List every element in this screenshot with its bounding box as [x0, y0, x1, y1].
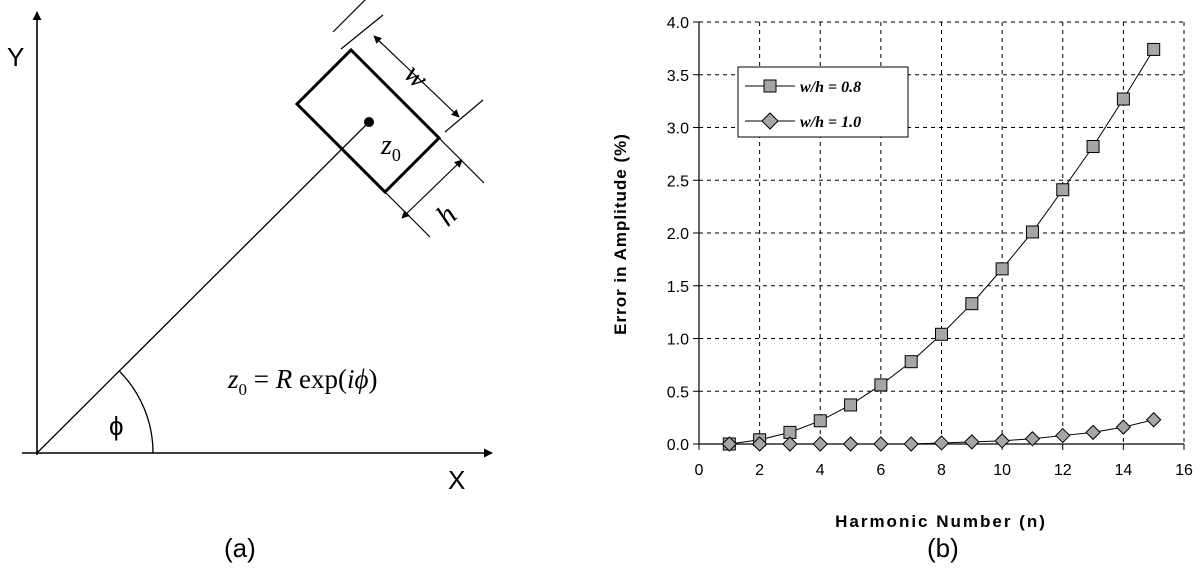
angle-phi-label: ϕ: [109, 411, 124, 441]
panel-b: 0.0 0.5 1.0 1.5 2.0 2.5 3.0 3.5 4.0 0 2 4 6 8 10 12 14 1…: [611, 15, 1193, 563]
data-point-diamond: [751, 436, 768, 452]
data-point-square: [1086, 139, 1100, 153]
equation-phi: ϕ: [355, 364, 369, 394]
x-tick-labels: 0 2 4 6 8 10 12 14 16: [695, 462, 1193, 479]
data-point-diamond: [842, 436, 859, 452]
series-2: [721, 412, 1162, 452]
legend: w/h = 0.8 w/h = 1.0: [737, 66, 909, 138]
x-axis-title: Harmonic Number (n): [835, 512, 1047, 531]
axis-x-label: X: [448, 465, 465, 495]
radius-line: [36, 121, 370, 454]
width-extension-1: [332, 0, 366, 33]
data-point-diamond: [994, 433, 1010, 449]
x-tick-label: 14: [1114, 462, 1132, 479]
chart-series: [721, 42, 1162, 452]
x-tick-label: 6: [876, 462, 885, 479]
data-point-diamond: [1115, 419, 1132, 435]
data-point-square: [844, 398, 858, 412]
equation-close: ): [368, 364, 377, 394]
width-dimension-arrow: [373, 35, 460, 118]
equation-exp: exp(: [292, 364, 347, 394]
data-point-diamond: [782, 436, 798, 452]
data-point-diamond: [933, 435, 950, 451]
legend-label-1: w/h = 0.8: [800, 79, 861, 96]
data-point-square: [1056, 183, 1070, 197]
data-point-square: [965, 297, 979, 311]
panel-b-label: (b): [927, 533, 959, 563]
data-point-diamond: [1024, 431, 1041, 447]
y-tick-label: 1.5: [667, 279, 689, 296]
y-tick-labels: 0.0 0.5 1.0 1.5 2.0 2.5 3.0 3.5 4.0: [667, 15, 689, 454]
y-tick-label: 0.5: [667, 384, 689, 401]
x-tick-label: 10: [993, 462, 1011, 479]
width-extension-top: [340, 14, 384, 50]
data-point-square: [1147, 42, 1161, 56]
point-z0-subscript: 0: [392, 145, 401, 165]
data-point-square: [995, 262, 1009, 276]
angle-arc: [119, 370, 154, 454]
equation-z: z: [227, 364, 239, 394]
legend-marker-2: [761, 112, 779, 130]
y-tick-label: 3.5: [667, 68, 689, 85]
point-z0-label: z0: [380, 130, 401, 165]
width-extension-bottom: [444, 99, 484, 133]
panel-a: Y X ϕ z0 w h z0 = R exp(iϕ) (a): [7, 0, 493, 563]
y-tick-label: 4.0: [667, 15, 689, 32]
y-tick-label: 0.0: [667, 437, 689, 454]
equation-R: R: [275, 364, 293, 394]
data-point-square: [1025, 225, 1039, 239]
y-axis-title: Error in Amplitude (%): [611, 133, 630, 335]
data-point-diamond: [964, 434, 980, 450]
equation-i: i: [347, 364, 355, 394]
data-point-diamond: [873, 436, 889, 452]
data-point-diamond: [903, 436, 919, 452]
data-point-diamond: [1055, 427, 1071, 444]
height-extension-bottom: [384, 191, 431, 238]
x-tick-label: 4: [816, 462, 825, 479]
height-label: h: [430, 198, 464, 232]
equation: z0 = R exp(iϕ): [227, 364, 377, 399]
data-point-diamond: [721, 436, 738, 452]
axis-y-label: Y: [7, 42, 24, 72]
data-point-square: [1116, 92, 1130, 106]
data-point-square: [813, 414, 827, 428]
equation-equals: =: [247, 364, 276, 394]
center-point: [364, 117, 374, 127]
equation-z-subscript: 0: [239, 380, 248, 399]
legend-label-2: w/h = 1.0: [800, 114, 861, 131]
legend-marker-1: [763, 79, 777, 93]
y-tick-label: 1.0: [667, 332, 689, 349]
x-tick-label: 2: [755, 462, 764, 479]
y-tick-label: 3.0: [667, 121, 689, 138]
x-tick-label: 12: [1054, 462, 1072, 479]
data-point-diamond: [1085, 424, 1101, 441]
y-tick-label: 2.5: [667, 173, 689, 190]
panel-a-label: (a): [224, 533, 256, 563]
x-tick-label: 0: [695, 462, 704, 479]
height-dimension-arrow: [401, 159, 463, 219]
data-point-square: [904, 355, 918, 369]
data-point-diamond: [1145, 412, 1162, 428]
x-tick-label: 16: [1175, 462, 1193, 479]
data-point-square: [874, 378, 888, 392]
data-point-square: [935, 327, 948, 341]
y-tick-label: 2.0: [667, 226, 689, 243]
x-tick-label: 8: [937, 462, 946, 479]
data-point-diamond: [812, 436, 828, 452]
